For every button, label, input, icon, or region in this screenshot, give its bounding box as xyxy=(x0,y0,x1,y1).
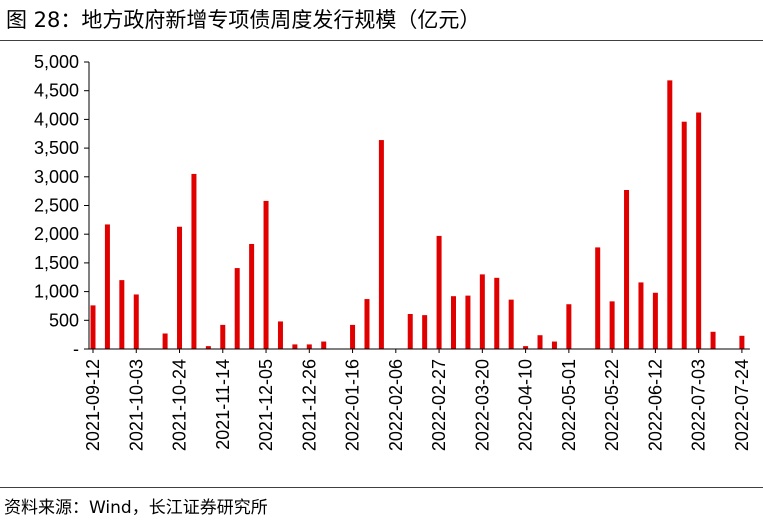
x-tick-label: 2022-02-06 xyxy=(386,359,406,451)
bar-2021-10-17 xyxy=(162,333,168,349)
x-tick-label: 2022-06-12 xyxy=(645,359,665,451)
bar-2021-11-21 xyxy=(234,268,240,349)
bar-2021-11-14 xyxy=(220,324,226,349)
y-tick-label: 5,000 xyxy=(34,52,79,72)
bar-2021-10-24 xyxy=(177,226,183,349)
bar-chart: - 500 1,000 1,500 2,000 2,500 3,000 3,500 4,000 4… xyxy=(34,52,752,451)
bar-2022-07-10 xyxy=(710,331,716,349)
bar-2022-05-01 xyxy=(566,304,572,349)
x-axis: 2021-09-12 2021-10-03 2021-10-24 2021-11-14… xyxy=(83,348,752,451)
bar-2022-02-27 xyxy=(436,235,442,349)
bar-2022-04-17 xyxy=(537,335,543,349)
bar-2022-02-13 xyxy=(407,313,413,349)
y-tick-label: 500 xyxy=(49,310,79,330)
bar-2022-05-29 xyxy=(624,190,630,349)
bar-2022-04-10 xyxy=(523,346,529,349)
footer-divider xyxy=(0,487,763,488)
bar-2022-06-05 xyxy=(638,282,644,349)
bar-2022-01-30 xyxy=(378,140,384,349)
bar-2022-05-15 xyxy=(595,247,601,349)
x-tick-label: 2021-12-05 xyxy=(256,359,276,451)
x-tick-label: 2022-05-01 xyxy=(559,359,579,451)
bar-2022-01-16 xyxy=(350,324,356,349)
bar-2022-02-20 xyxy=(422,315,428,349)
y-tick-label: 1,500 xyxy=(34,253,79,273)
bar-2021-09-12 xyxy=(90,305,96,349)
x-tick-label: 2022-07-24 xyxy=(732,359,752,451)
x-tick-label: 2022-02-27 xyxy=(429,359,449,451)
bar-2021-12-26 xyxy=(306,344,312,349)
bar-2021-10-03 xyxy=(133,294,139,349)
bar-2022-03-13 xyxy=(465,295,471,349)
x-tick-label: 2021-11-14 xyxy=(213,359,233,450)
x-tick-label: 2021-12-26 xyxy=(299,359,319,451)
y-tick-label: 4,000 xyxy=(34,109,79,129)
bar-2022-03-27 xyxy=(494,277,500,349)
bar-2022-06-26 xyxy=(681,121,687,349)
y-tick-label: 3,000 xyxy=(34,167,79,187)
bar-2021-12-05 xyxy=(263,200,269,349)
source-note: 资料来源：Wind，长江证券研究所 xyxy=(4,498,268,518)
bar-2021-12-19 xyxy=(292,344,298,349)
title-divider xyxy=(0,40,763,41)
y-tick-label: - xyxy=(73,339,79,359)
x-tick-label: 2021-10-03 xyxy=(126,359,146,451)
y-axis: - 500 1,000 1,500 2,000 2,500 3,000 3,500 4,000 4… xyxy=(34,52,90,359)
y-tick-label: 2,500 xyxy=(34,196,79,216)
x-tick-label: 2021-10-24 xyxy=(170,359,190,451)
x-tick-label: 2022-01-16 xyxy=(343,359,363,451)
bar-2022-06-19 xyxy=(667,80,673,349)
y-tick-label: 4,500 xyxy=(34,81,79,101)
bar-2022-07-24 xyxy=(739,335,745,349)
x-tick-label: 2021-09-12 xyxy=(83,359,103,451)
x-tick-label: 2022-07-03 xyxy=(689,359,709,451)
bar-2021-09-19 xyxy=(104,224,110,349)
y-tick-label: 3,500 xyxy=(34,138,79,158)
bar-series xyxy=(90,80,745,349)
bar-2021-11-28 xyxy=(249,243,255,349)
bar-2022-01-02 xyxy=(321,341,327,349)
bar-2022-03-06 xyxy=(451,296,456,349)
chart-title: 图 28：地方政府新增专项债周度发行规模（亿元） xyxy=(6,8,481,32)
bar-2021-11-07 xyxy=(205,346,211,349)
x-tick-label: 2022-04-10 xyxy=(516,359,536,451)
y-tick-label: 2,000 xyxy=(34,224,79,244)
bar-2021-12-12 xyxy=(277,321,283,349)
bar-2022-01-23 xyxy=(364,299,370,349)
bar-2021-10-31 xyxy=(191,173,197,349)
x-tick-label: 2022-03-20 xyxy=(472,359,492,451)
bar-2022-05-22 xyxy=(609,301,615,349)
bar-2022-07-03 xyxy=(696,112,702,349)
x-tick-label: 2022-05-22 xyxy=(602,359,622,451)
bar-2022-04-03 xyxy=(508,299,514,349)
y-tick-label: 1,000 xyxy=(34,282,79,302)
bar-2022-06-12 xyxy=(652,292,658,349)
bar-2021-09-26 xyxy=(119,280,125,349)
bar-2022-04-24 xyxy=(551,341,557,349)
bar-2022-03-20 xyxy=(479,274,485,349)
